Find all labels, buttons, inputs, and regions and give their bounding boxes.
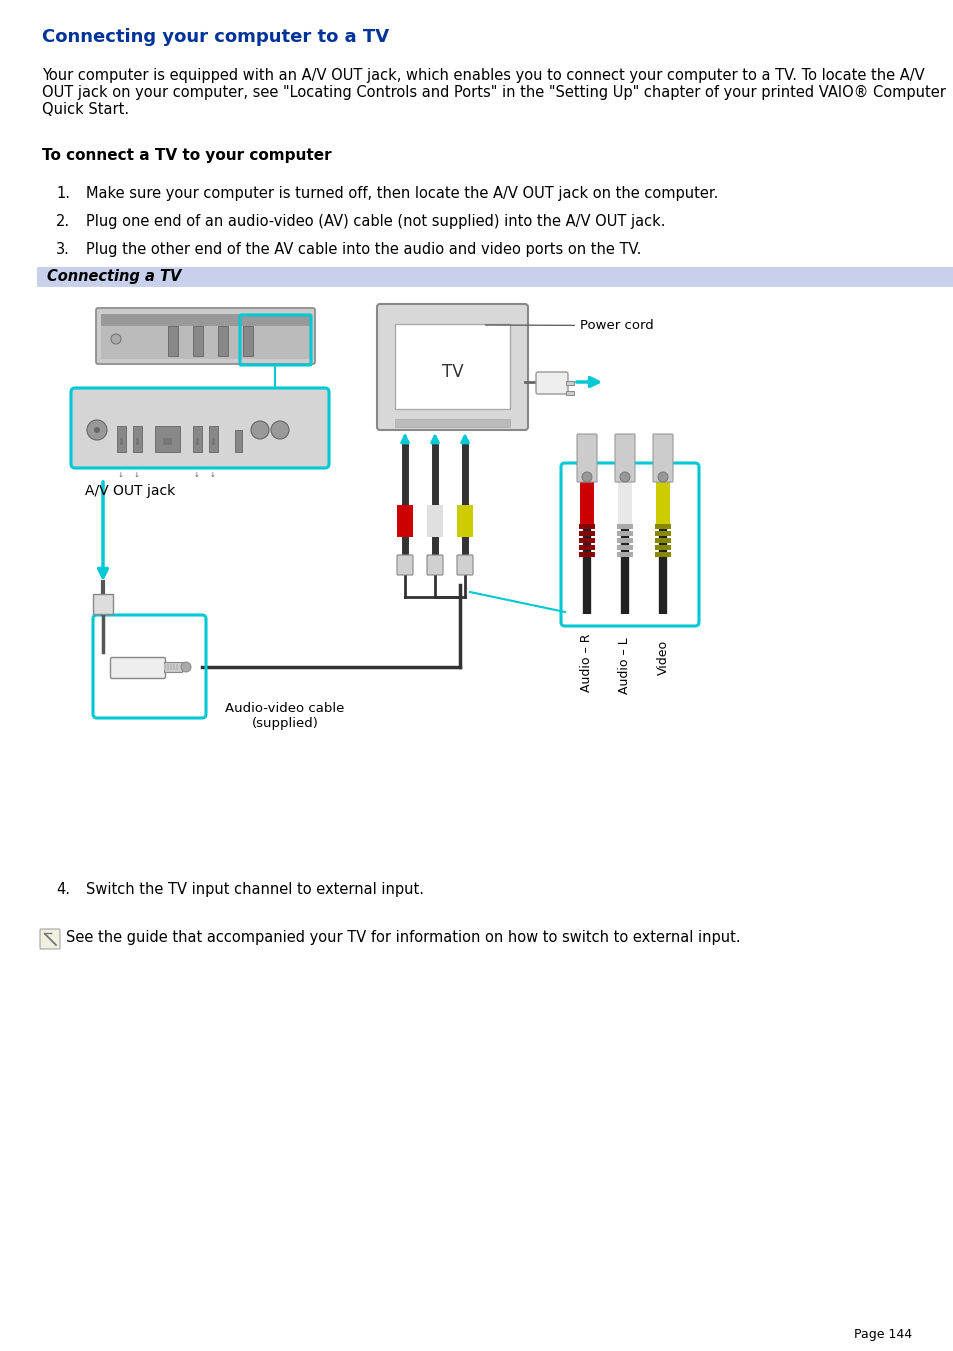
Text: Switch the TV input channel to external input.: Switch the TV input channel to external … (86, 882, 423, 897)
Bar (579, 477, 594, 527)
Bar (92, 594, 112, 613)
Bar (136, 438, 139, 444)
Bar (167, 663, 169, 670)
FancyBboxPatch shape (376, 304, 527, 430)
Bar (655, 531, 670, 536)
Circle shape (181, 662, 191, 671)
Bar (243, 326, 253, 357)
Bar (655, 524, 670, 530)
FancyBboxPatch shape (427, 555, 442, 576)
Bar (164, 663, 166, 670)
Bar (565, 390, 574, 394)
Text: Quick Start.: Quick Start. (42, 101, 129, 118)
Bar (175, 663, 178, 670)
Text: Make sure your computer is turned off, then locate the A/V OUT jack on the compu: Make sure your computer is turned off, t… (86, 186, 718, 201)
Text: TV: TV (441, 363, 463, 381)
Text: Plug one end of an audio-video (AV) cable (not supplied) into the A/V OUT jack.: Plug one end of an audio-video (AV) cabl… (86, 213, 665, 230)
Bar (617, 524, 633, 530)
Text: To connect a TV to your computer: To connect a TV to your computer (42, 149, 332, 163)
Bar (395, 419, 510, 427)
Text: ↓: ↓ (118, 471, 124, 478)
Bar (164, 662, 182, 671)
FancyBboxPatch shape (536, 372, 567, 394)
Text: Plug the other end of the AV cable into the audio and video ports on the TV.: Plug the other end of the AV cable into … (86, 242, 640, 257)
Bar (618, 477, 631, 527)
FancyBboxPatch shape (396, 555, 413, 576)
Bar (120, 438, 123, 444)
Text: OUT jack on your computer, see "Locating Controls and Ports" in the "Setting Up": OUT jack on your computer, see "Locating… (42, 85, 944, 100)
Text: ↓: ↓ (193, 471, 200, 478)
Text: Page 144: Page 144 (853, 1328, 911, 1342)
Bar (132, 426, 142, 453)
FancyBboxPatch shape (396, 505, 413, 536)
Text: Video: Video (656, 640, 669, 676)
Bar (617, 544, 633, 550)
Bar (617, 531, 633, 536)
Text: See the guide that accompanied your TV for information on how to switch to exter: See the guide that accompanied your TV f… (66, 929, 740, 944)
Text: Connecting your computer to a TV: Connecting your computer to a TV (42, 28, 389, 46)
Text: ↓: ↓ (134, 471, 140, 478)
Bar (617, 538, 633, 543)
Bar (170, 663, 172, 670)
Circle shape (87, 420, 107, 440)
FancyBboxPatch shape (111, 658, 165, 678)
FancyBboxPatch shape (96, 308, 314, 363)
Circle shape (658, 471, 667, 482)
Circle shape (271, 422, 289, 439)
Text: 2.: 2. (56, 213, 71, 230)
Bar (218, 326, 228, 357)
Text: Audio – R: Audio – R (579, 634, 593, 693)
FancyBboxPatch shape (456, 505, 473, 536)
Circle shape (581, 471, 592, 482)
Bar (565, 381, 574, 385)
FancyBboxPatch shape (427, 505, 442, 536)
Circle shape (111, 334, 121, 345)
Bar (212, 438, 214, 444)
Bar (578, 531, 595, 536)
Text: 3.: 3. (56, 242, 70, 257)
Bar (578, 524, 595, 530)
Bar (163, 438, 172, 444)
FancyBboxPatch shape (577, 434, 597, 482)
Text: 1.: 1. (56, 186, 70, 201)
Bar (195, 438, 199, 444)
FancyBboxPatch shape (615, 434, 635, 482)
Bar (117, 426, 126, 453)
Bar (656, 477, 669, 527)
Bar (101, 313, 310, 326)
Bar (209, 426, 218, 453)
Bar (655, 544, 670, 550)
Circle shape (619, 471, 629, 482)
Bar (617, 553, 633, 557)
Text: Audio-video cable
(supplied): Audio-video cable (supplied) (225, 701, 344, 730)
FancyBboxPatch shape (456, 555, 473, 576)
Text: Audio – L: Audio – L (618, 638, 631, 694)
FancyBboxPatch shape (652, 434, 672, 482)
Bar (37, 267, 953, 286)
Text: A/V OUT jack: A/V OUT jack (85, 484, 175, 499)
Bar (193, 326, 203, 357)
Bar (655, 538, 670, 543)
Text: Power cord: Power cord (485, 319, 653, 332)
FancyBboxPatch shape (71, 388, 329, 467)
Bar (101, 326, 310, 359)
Circle shape (251, 422, 269, 439)
Bar (193, 426, 202, 453)
Text: 4.: 4. (56, 882, 70, 897)
Text: ↓: ↓ (210, 471, 215, 478)
Bar (172, 663, 174, 670)
FancyBboxPatch shape (40, 929, 60, 948)
Bar (578, 553, 595, 557)
Bar (234, 430, 242, 453)
Text: Connecting a TV: Connecting a TV (47, 269, 181, 284)
Bar (168, 326, 178, 357)
Text: Your computer is equipped with an A/V OUT jack, which enables you to connect you: Your computer is equipped with an A/V OU… (42, 68, 923, 82)
Bar (395, 324, 510, 409)
Circle shape (94, 427, 100, 434)
Bar (655, 553, 670, 557)
Bar (154, 426, 180, 453)
Bar (578, 538, 595, 543)
Bar (578, 544, 595, 550)
